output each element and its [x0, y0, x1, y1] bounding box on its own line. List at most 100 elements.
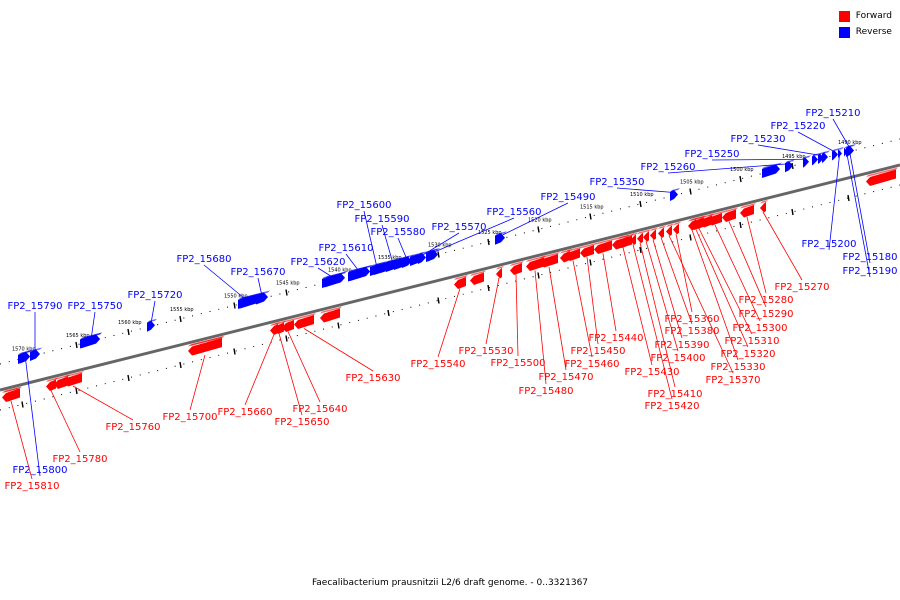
gene-label[interactable]: FP2_15790	[8, 301, 63, 353]
forward-gene[interactable]	[470, 270, 486, 286]
gene-label[interactable]: FP2_15470	[539, 266, 594, 383]
gene-label[interactable]: FP2_15400	[645, 241, 705, 364]
gene-label[interactable]: FP2_15450	[571, 256, 626, 357]
gene-label[interactable]: FP2_15200	[802, 150, 857, 251]
reverse-gene[interactable]	[846, 144, 856, 157]
gene-label[interactable]: FP2_15810	[5, 400, 60, 492]
gene-label[interactable]: FP2_15210	[806, 108, 861, 149]
gene-label[interactable]: FP2_15380	[660, 237, 719, 338]
reverse-gene[interactable]	[803, 155, 811, 168]
gene-label[interactable]: FP2_15720	[128, 290, 183, 324]
gene-label[interactable]: FP2_15600	[337, 200, 392, 268]
reverse-gene[interactable]	[147, 318, 157, 332]
gene-label[interactable]: FP2_15660	[218, 334, 275, 419]
reverse-gene[interactable]	[410, 252, 424, 266]
forward-gene[interactable]	[658, 225, 666, 239]
gene-label[interactable]: FP2_15370	[668, 235, 760, 387]
forward-gene[interactable]	[282, 318, 296, 332]
gene-label[interactable]: FP2_15260	[641, 162, 790, 174]
gene-label[interactable]: FP2_15590	[355, 214, 410, 264]
forward-gene[interactable]	[666, 223, 674, 237]
reverse-gene[interactable]	[822, 150, 830, 164]
forward-gene[interactable]	[760, 200, 768, 213]
gene-label[interactable]: FP2_15230	[731, 134, 822, 156]
forward-gene[interactable]	[64, 371, 84, 387]
gene-label[interactable]: FP2_15290	[728, 221, 793, 321]
forward-gene[interactable]	[46, 377, 58, 392]
gene-label[interactable]: FP2_15500	[491, 274, 546, 370]
gene-label[interactable]: FP2_15560	[431, 207, 541, 254]
gene-label[interactable]: FP2_15530	[459, 277, 514, 357]
reverse-gene[interactable]	[812, 153, 820, 166]
gene-label[interactable]: FP2_15250	[685, 149, 807, 161]
gene-label[interactable]: FP2_15430	[622, 247, 679, 379]
gene-label[interactable]: FP2_15300	[714, 224, 787, 334]
reverse-gene[interactable]	[785, 159, 795, 173]
gene-label[interactable]: FP2_15350	[590, 177, 675, 193]
forward-gene[interactable]	[496, 266, 504, 279]
reverse-gene[interactable]	[374, 259, 396, 275]
gene-label[interactable]: FP2_15180	[843, 148, 898, 264]
gene-label[interactable]: FP2_15580	[371, 227, 426, 260]
forward-gene[interactable]	[320, 306, 342, 323]
reverse-gene[interactable]	[322, 271, 346, 289]
gene-label[interactable]: FP2_15220	[771, 121, 836, 153]
forward-gene[interactable]	[650, 227, 658, 241]
gene-label[interactable]: FP2_15270	[762, 211, 829, 293]
forward-gene[interactable]	[740, 203, 756, 218]
forward-gene[interactable]	[580, 243, 596, 258]
gene-label[interactable]: FP2_15280	[739, 216, 794, 306]
forward-gene[interactable]	[2, 386, 22, 403]
gene-label[interactable]: FP2_15420	[632, 244, 699, 413]
gene-label[interactable]: FP2_15750	[68, 301, 123, 340]
gene-label[interactable]: FP2_15410	[639, 242, 702, 400]
gene-label[interactable]: FP2_15390	[652, 239, 709, 352]
forward-gene[interactable]	[594, 238, 614, 255]
forward-gene[interactable]	[673, 221, 681, 235]
reverse-gene[interactable]	[495, 231, 507, 245]
reverse-gene[interactable]	[394, 255, 410, 271]
gene-label[interactable]: FP2_15310	[698, 228, 779, 348]
forward-gene[interactable]	[688, 217, 698, 231]
forward-gene[interactable]	[510, 261, 524, 275]
forward-gene[interactable]	[454, 275, 468, 289]
gene-label[interactable]: FP2_15440	[589, 253, 644, 345]
reverse-gene[interactable]	[18, 350, 32, 364]
forward-gene[interactable]	[560, 249, 572, 263]
gene-label[interactable]: FP2_15540	[411, 288, 466, 371]
reverse-gene[interactable]	[762, 162, 782, 179]
gene-label[interactable]: FP2_15460	[565, 260, 620, 371]
forward-gene[interactable]	[643, 229, 651, 242]
gene-label[interactable]: FP2_15800	[13, 354, 68, 477]
forward-gene[interactable]	[190, 336, 224, 355]
reverse-gene[interactable]	[426, 248, 440, 262]
forward-gene[interactable]	[294, 313, 316, 329]
gene-label[interactable]: FP2_15760	[72, 385, 160, 433]
gene-label[interactable]: FP2_15630	[303, 328, 400, 385]
gene-label[interactable]: FP2_15330	[691, 229, 765, 373]
forward-gene[interactable]	[54, 374, 70, 390]
gene-label[interactable]: FP2_15480	[519, 270, 574, 398]
reverse-gene[interactable]	[832, 148, 840, 161]
reverse-gene[interactable]	[670, 188, 680, 201]
gene-label[interactable]: FP2_15320	[695, 229, 775, 361]
forward-gene[interactable]	[526, 255, 546, 272]
gene-label[interactable]: FP2_15490	[499, 192, 595, 237]
forward-gene[interactable]	[270, 322, 280, 335]
reverse-gene[interactable]	[240, 292, 264, 309]
forward-gene[interactable]	[866, 167, 898, 187]
forward-gene[interactable]	[700, 213, 714, 228]
reverse-gene[interactable]	[30, 347, 42, 362]
forward-gene[interactable]	[722, 207, 738, 223]
forward-gene[interactable]	[540, 252, 560, 268]
forward-gene[interactable]	[612, 233, 634, 250]
gene-label[interactable]: FP2_15640	[287, 331, 347, 416]
gene-label[interactable]: FP2_15650	[275, 333, 330, 429]
gene-label[interactable]: FP2_15680	[177, 254, 248, 301]
forward-gene[interactable]	[637, 230, 645, 244]
gene-label[interactable]: FP2_15780	[50, 390, 107, 466]
gene-label[interactable]: FP2_15190	[843, 148, 898, 278]
gene-label[interactable]: FP2_15700	[163, 354, 218, 423]
reverse-gene[interactable]	[80, 332, 102, 349]
gene-label[interactable]: FP2_15360	[665, 233, 720, 325]
